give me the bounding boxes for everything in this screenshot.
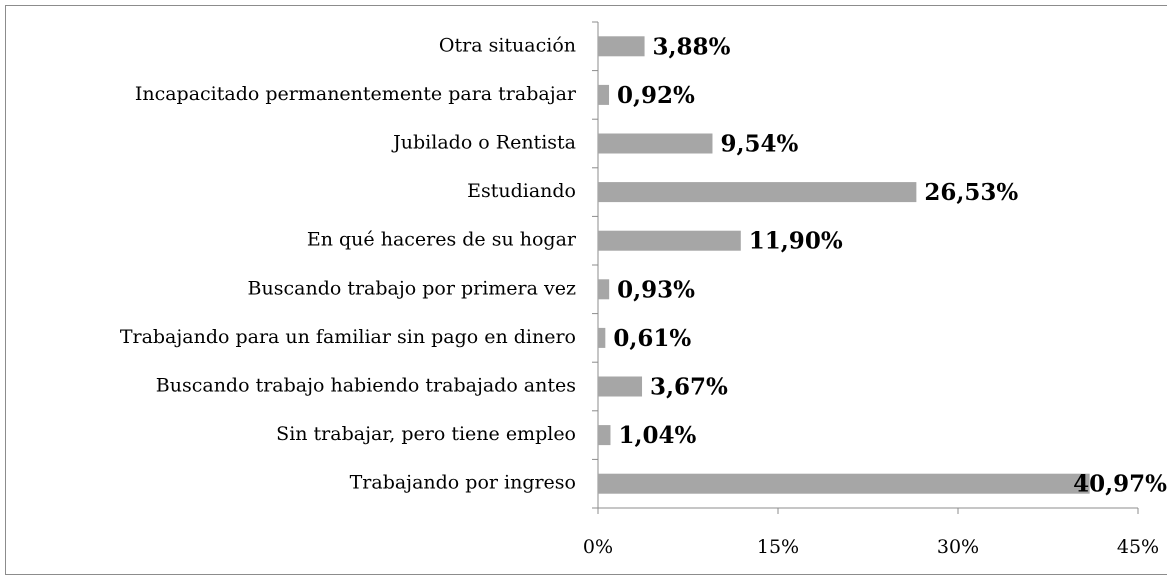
y-tick-label: Incapacitado permanentemente para trabaj… (135, 83, 577, 105)
value-label: 26,53% (924, 179, 1018, 206)
x-tick-label: 15% (757, 536, 799, 558)
bar (598, 425, 611, 446)
y-tick-label: Buscando trabajo habiendo trabajado ante… (156, 375, 576, 397)
bar (598, 133, 713, 154)
y-tick-label: Jubilado o Rentista (391, 132, 576, 154)
value-label: 9,54% (720, 131, 798, 158)
bar (598, 327, 606, 348)
bar (598, 279, 610, 300)
x-tick-label: 45% (1117, 536, 1159, 558)
y-tick-label: Trabajando para un familiar sin pago en … (120, 326, 576, 348)
value-label: 3,67% (650, 374, 728, 401)
bar (598, 36, 645, 57)
value-label: 0,93% (617, 276, 695, 303)
value-label: 3,88% (653, 33, 731, 60)
x-tick-label: 30% (937, 536, 979, 558)
value-label: 0,92% (617, 82, 695, 109)
value-label: 40,97% (1073, 471, 1167, 498)
value-label: 11,90% (749, 228, 843, 255)
x-tick-label: 0% (583, 536, 613, 558)
bar (598, 230, 741, 251)
y-tick-label: Buscando trabajo por primera vez (248, 277, 576, 299)
bar (598, 376, 643, 397)
y-tick-label: Trabajando por ingreso (350, 472, 576, 494)
value-label: 0,61% (613, 325, 691, 352)
bar (598, 182, 917, 203)
bar (598, 473, 1090, 494)
value-label: 1,04% (618, 422, 696, 449)
y-tick-label: Otra situación (439, 34, 576, 56)
y-tick-label: Sin trabajar, pero tiene empleo (276, 423, 576, 445)
y-tick-label: En qué haceres de su hogar (307, 229, 577, 251)
chart-border (5, 5, 1167, 575)
y-tick-label: Estudiando (467, 180, 576, 202)
bar (598, 84, 610, 105)
